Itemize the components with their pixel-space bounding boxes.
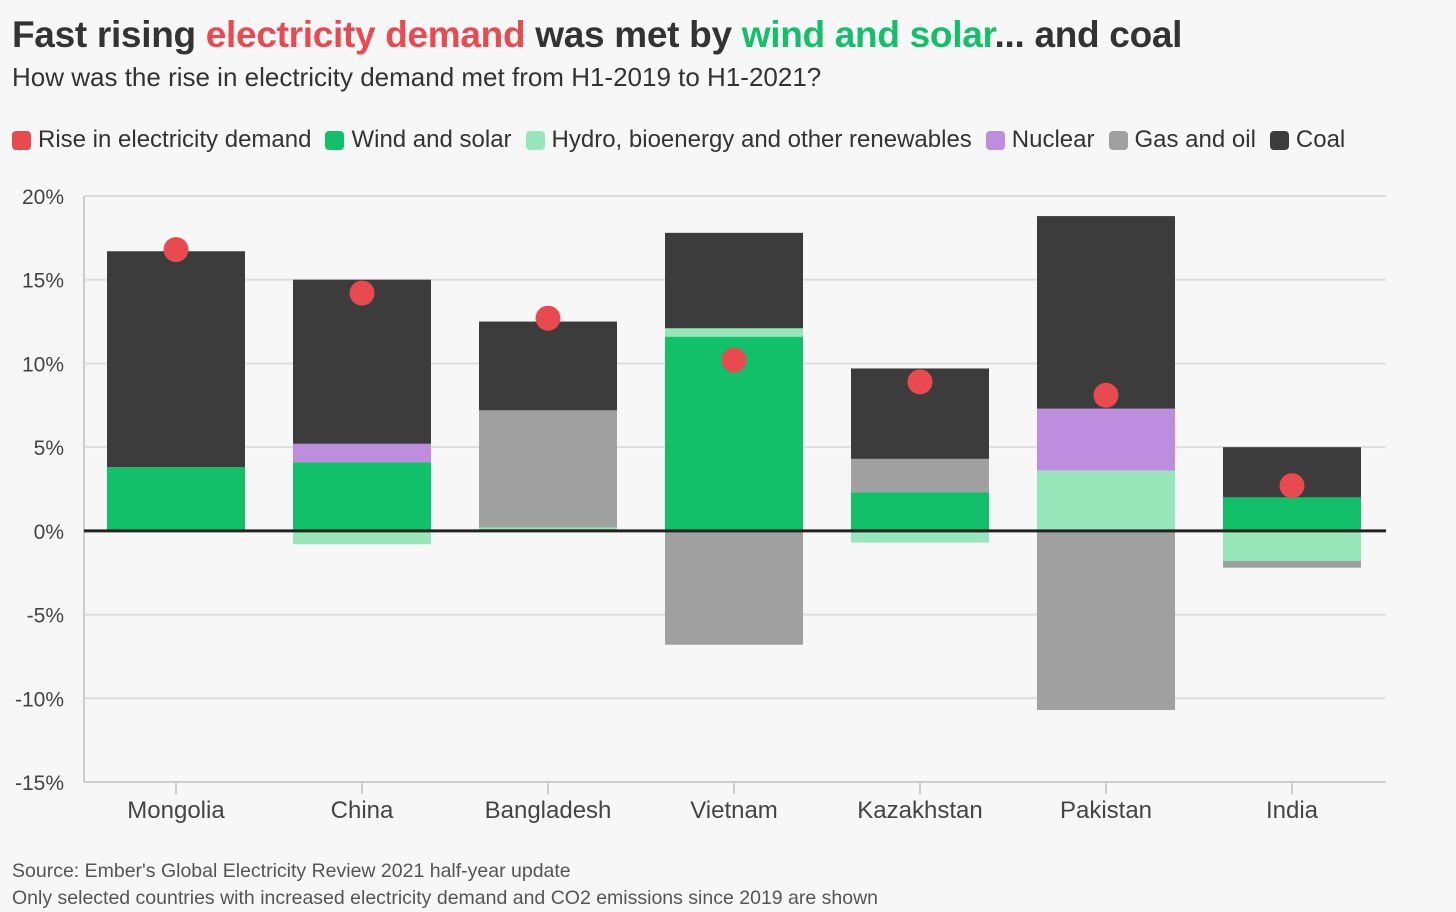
bar-segment-gas-oil <box>665 530 803 645</box>
demand-point <box>1279 473 1305 499</box>
legend-label: Nuclear <box>1011 126 1095 153</box>
y-tick-label: -5% <box>27 605 64 628</box>
title-highlight-demand: electricity demand <box>205 14 526 55</box>
demand-point <box>535 305 561 331</box>
bar-segment-gas-oil <box>1223 560 1361 568</box>
bar-segment-coal <box>293 279 431 444</box>
legend-item: Hydro, bioenergy and other renewables <box>525 126 972 154</box>
chart-legend: Rise in electricity demand Wind and solar… <box>12 126 1359 154</box>
x-tick-label: Pakistan <box>1060 797 1152 824</box>
bar-segment-gas-oil <box>851 458 989 493</box>
bar-segment-wind-solar <box>1223 497 1361 531</box>
bar-segment-hydro <box>1223 530 1361 561</box>
bar-segment-coal <box>665 232 803 329</box>
legend-swatch <box>325 130 345 150</box>
demand-point <box>163 237 189 263</box>
demand-point <box>349 280 375 306</box>
title-part-1: Fast rising <box>12 14 206 55</box>
legend-label: Gas and oil <box>1134 126 1256 153</box>
x-tick-label: Mongolia <box>127 797 225 824</box>
x-tick-label: Vietnam <box>690 797 778 824</box>
chart-footer: Source: Ember's Global Electricity Revie… <box>12 858 878 912</box>
y-tick-label: 5% <box>34 437 64 460</box>
y-tick-label: -10% <box>15 688 64 711</box>
y-tick-label: 15% <box>22 270 64 293</box>
legend-label: Hydro, bioenergy and other renewables <box>551 126 972 153</box>
bar-segment-gas-oil <box>479 410 617 528</box>
y-tick-label: 0% <box>34 521 64 544</box>
legend-swatch <box>12 130 31 150</box>
legend-swatch <box>1269 130 1289 150</box>
demand-point <box>907 369 933 395</box>
demand-point <box>1093 382 1119 408</box>
legend-swatch <box>985 130 1005 150</box>
legend-item: Wind and solar <box>325 126 512 154</box>
bar-segment-coal <box>479 321 617 411</box>
legend-item: Rise in electricity demand <box>12 126 311 154</box>
bar-segment-wind-solar <box>851 492 989 531</box>
legend-label: Wind and solar <box>351 126 512 153</box>
legend-item: Nuclear <box>985 126 1095 154</box>
bar-segment-hydro <box>665 328 803 337</box>
bar-segment-hydro <box>1037 470 1175 531</box>
bar-segment-wind-solar <box>107 467 245 531</box>
bar-segment-nuclear <box>293 443 431 463</box>
bar-segment-hydro <box>851 530 989 543</box>
title-part-3: was met by <box>525 14 742 55</box>
legend-swatch <box>1108 130 1128 150</box>
x-tick-label: China <box>331 797 394 824</box>
selection-note: Only selected countries with increased e… <box>12 887 879 909</box>
legend-label: Rise in electricity demand <box>38 126 312 153</box>
x-tick-label: Kazakhstan <box>857 797 982 824</box>
bar-segment-hydro <box>293 530 431 545</box>
legend-swatch <box>525 130 545 150</box>
title-part-5: ... and coal <box>994 14 1183 55</box>
stacked-bar-chart: 20% 15% 10% 5% 0% -5% -10% -15% Mongolia China Ban… <box>15 186 1386 824</box>
source-note: Source: Ember's Global Electricity Revie… <box>12 860 571 882</box>
y-tick-label: -15% <box>15 772 64 795</box>
title-highlight-wind-solar: wind and solar <box>741 14 995 55</box>
legend-item: Gas and oil <box>1108 126 1256 154</box>
legend-label: Coal <box>1295 126 1346 153</box>
chart-subtitle: How was the rise in electricity demand m… <box>12 62 822 92</box>
bar-segment-nuclear <box>1037 408 1175 471</box>
y-tick-label: 20% <box>22 186 64 209</box>
bar-segment-coal <box>107 251 245 468</box>
y-tick-label: 10% <box>22 353 64 376</box>
bar-segment-hydro <box>479 527 617 530</box>
chart-title: Fast rising electricity demand was met b… <box>12 14 1182 56</box>
demand-point <box>721 347 747 373</box>
x-tick-label: India <box>1266 797 1319 824</box>
x-tick-label: Bangladesh <box>485 797 612 824</box>
bar-segment-gas-oil <box>1037 530 1175 711</box>
bar-segment-coal <box>1037 216 1175 409</box>
bar-segment-wind-solar <box>293 462 431 531</box>
legend-item: Coal <box>1269 126 1346 154</box>
